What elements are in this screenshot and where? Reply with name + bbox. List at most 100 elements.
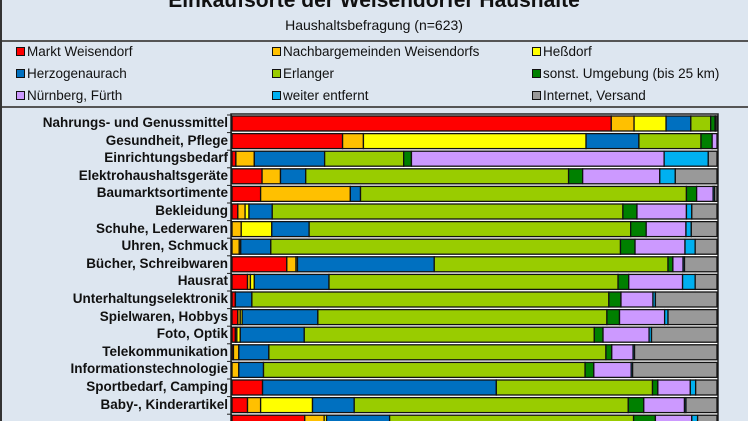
category-label: Nahrungs- und Genussmittel (42, 115, 228, 130)
bar-segment (253, 150, 326, 167)
bar-segment (259, 185, 351, 203)
bar-segment (683, 256, 718, 273)
bar-segment (659, 168, 676, 185)
bar-segment (685, 203, 693, 220)
category-label: Bücher, Schreibwaren (86, 255, 228, 271)
chart-subtitle: Haushaltsbefragung (n=623) (285, 17, 463, 33)
bar-segment (622, 203, 638, 220)
bar-segment (643, 396, 686, 414)
legend-label: Nürnberg, Fürth (27, 88, 123, 103)
bar-segment (304, 414, 325, 421)
category-label: Gesundheit, Pflege (105, 132, 228, 148)
bar-segment (495, 379, 654, 396)
bar-segment (617, 273, 630, 291)
bar-segment (231, 132, 344, 150)
bar-segment (691, 203, 718, 220)
bar-segment (262, 361, 586, 379)
legend-item: sonst. Umgebung (bis 25 km) (532, 66, 719, 81)
bar-segment (593, 361, 632, 379)
legend: Markt Weisendorf Nachbargemeinden Weisend… (2, 40, 748, 108)
bar-segment (231, 361, 240, 379)
bar-segment (238, 361, 265, 379)
bar-segment (232, 344, 240, 361)
bar-segment (253, 273, 330, 291)
bar-segment (695, 185, 714, 203)
bar-segment (663, 150, 709, 167)
bar-segment (690, 115, 712, 132)
bar-segment (305, 168, 570, 185)
bar-segment (713, 185, 718, 203)
bar-segment (231, 414, 306, 421)
bar-segment (684, 238, 696, 255)
legend-item: weiter entfernt (272, 88, 369, 103)
bar-segment (618, 308, 666, 326)
bar-segment (279, 168, 307, 185)
bar-segment (231, 396, 249, 414)
bar-segment (271, 220, 310, 238)
bar-segment (231, 273, 249, 291)
legend-label: Internet, Versand (543, 88, 646, 103)
bar-segment (239, 326, 305, 343)
bar-segment (630, 220, 647, 238)
legend-item: Markt Weisendorf (16, 44, 133, 59)
bar-segment (691, 414, 699, 421)
bar-segment (303, 326, 595, 343)
bar-segment (654, 414, 693, 421)
bar-segment (231, 115, 612, 132)
bar-segment (231, 220, 242, 238)
bar-segment (710, 115, 716, 132)
legend-swatch (16, 69, 25, 78)
legend-label: Heßdorf (543, 44, 592, 59)
legend-swatch (532, 91, 541, 100)
bar-segment (235, 150, 255, 167)
category-label: Bekleidung (155, 203, 228, 218)
bar-segment (323, 150, 405, 167)
bar-segment (362, 132, 587, 150)
bar-segment (240, 220, 273, 238)
bar-segment (261, 379, 497, 396)
category-label: Baumarktsortimente (96, 185, 228, 201)
bar-segment (650, 326, 718, 343)
bar-segment (611, 344, 634, 361)
bar-segment (696, 414, 718, 421)
bar-segment (602, 326, 650, 343)
bar-segment (711, 132, 718, 150)
bar-segment (261, 168, 282, 185)
bar-segment (341, 132, 365, 150)
bar-segment (388, 414, 635, 421)
bar-segment (567, 168, 584, 185)
bar-segment (606, 308, 621, 326)
bar-segment (234, 291, 253, 308)
bar-segment (585, 132, 640, 150)
bar-segment (632, 414, 657, 421)
legend-label: Herzogenaurach (27, 66, 127, 81)
bar-segment (638, 132, 702, 150)
category-label: Baby-, Kinderartikel (100, 396, 228, 412)
category-label: Hausrat (177, 273, 228, 289)
bar-segment (325, 414, 391, 421)
bar-segment (633, 115, 667, 132)
legend-swatch (272, 47, 281, 56)
category-label: Sportbedarf, Camping (86, 379, 228, 394)
bar-segment (270, 238, 622, 255)
category-label: Elektrohaushaltsgeräte (78, 167, 228, 183)
bar-segment (667, 256, 674, 273)
category-label: Spielwaren, Hobbys (99, 308, 228, 324)
bar-segment (620, 291, 654, 308)
legend-item: Herzogenaurach (16, 66, 127, 81)
bar-segment (308, 220, 632, 238)
bar-segment (353, 396, 629, 414)
bar-segment (694, 273, 718, 291)
legend-label: weiter entfernt (283, 88, 369, 103)
bar-segment (246, 396, 262, 414)
bar-segment (593, 326, 604, 343)
legend-swatch (272, 69, 281, 78)
category-label: Unterhaltungselektronik (72, 291, 228, 306)
category-label: Foto, Optik (156, 326, 228, 342)
bar-segment (237, 203, 246, 220)
bar-segment (240, 238, 272, 255)
bar-segment (619, 238, 636, 255)
bar-segment (231, 238, 240, 255)
